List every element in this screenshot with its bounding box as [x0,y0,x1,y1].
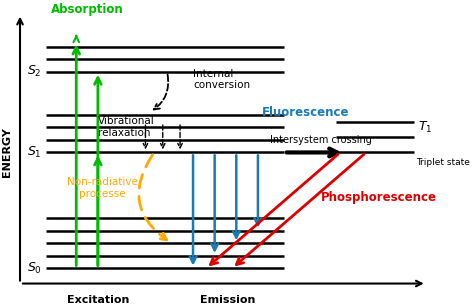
Text: $T_1$: $T_1$ [418,120,432,135]
Text: Emission: Emission [200,295,255,305]
Text: Fluorescence: Fluorescence [262,106,350,119]
Text: $S_1$: $S_1$ [27,145,42,160]
Text: $S_2$: $S_2$ [27,64,42,79]
Text: Internal
conversion: Internal conversion [193,68,250,90]
Text: Triplet state: Triplet state [416,158,470,167]
Text: Absorption: Absorption [51,3,123,16]
Text: ENERGY: ENERGY [2,127,12,177]
Text: Phosphorescence: Phosphorescence [321,191,437,204]
Text: Non-radiative
processe: Non-radiative processe [67,177,137,199]
Text: Excitation: Excitation [67,295,129,305]
Text: Vibrational
relaxation: Vibrational relaxation [98,116,155,138]
Text: $S_0$: $S_0$ [27,261,42,276]
Text: Intersystem crossing: Intersystem crossing [270,135,372,145]
